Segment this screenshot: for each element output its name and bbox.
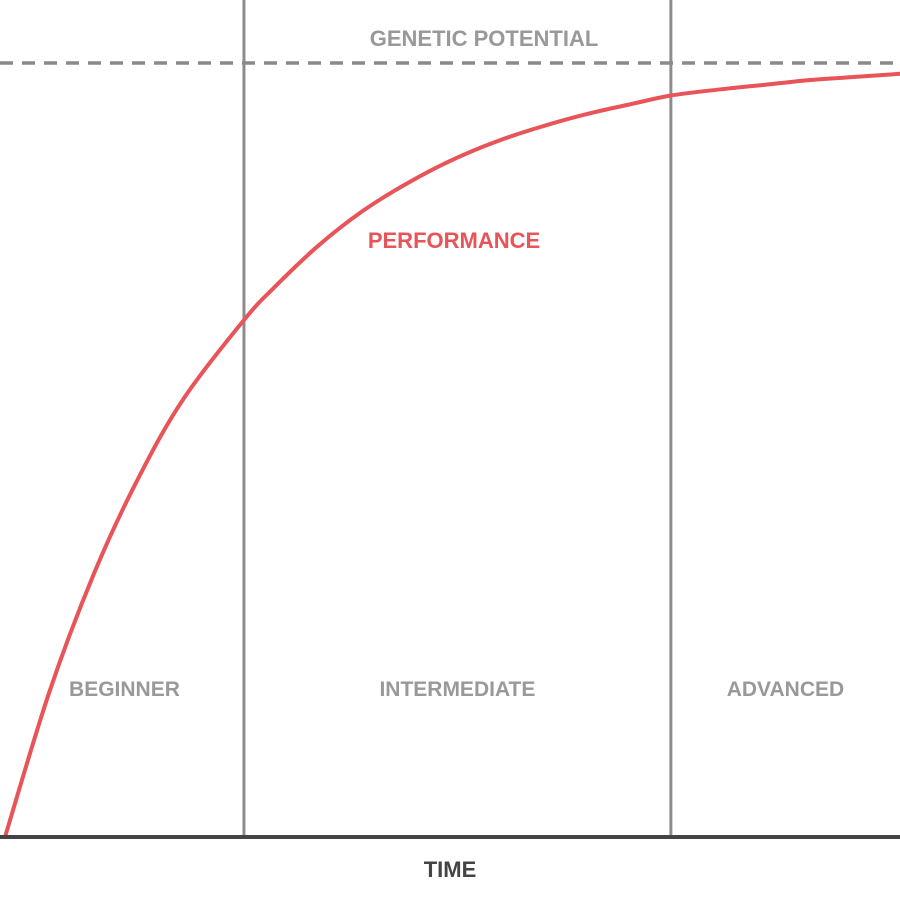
performance-label: PERFORMANCE <box>368 228 540 253</box>
genetic-potential-label: GENETIC POTENTIAL <box>370 26 599 51</box>
stage-label-intermediate: INTERMEDIATE <box>379 678 535 701</box>
stage-dividers <box>242 0 673 837</box>
x-axis-label: TIME <box>424 857 477 882</box>
stage-label-advanced: ADVANCED <box>727 678 844 701</box>
performance-line <box>3 71 900 839</box>
stage-label-beginner: BEGINNER <box>69 678 180 701</box>
stage-labels: BEGINNER INTERMEDIATE ADVANCED <box>69 678 844 701</box>
